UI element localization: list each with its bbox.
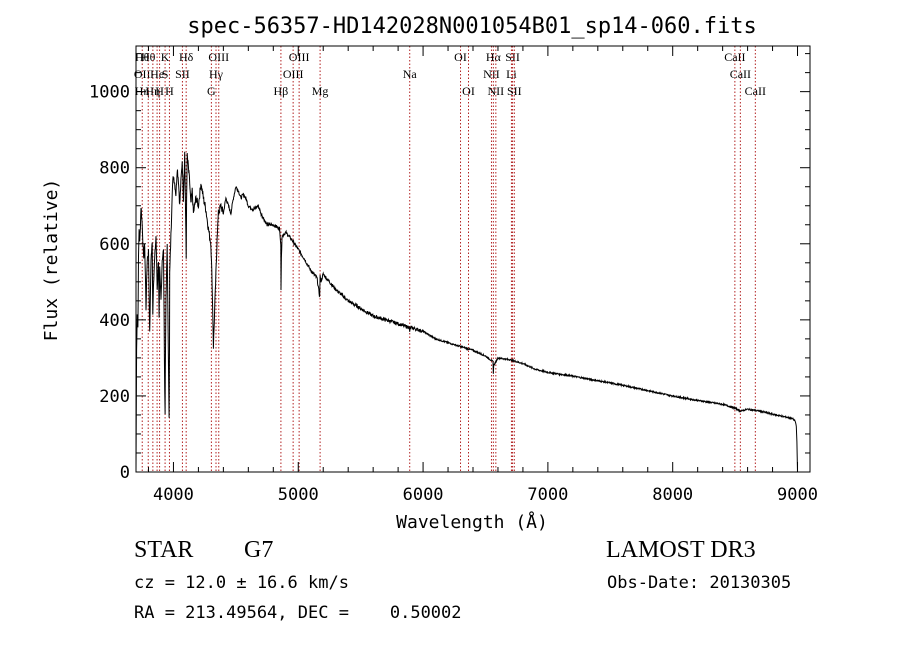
y-tick-label-600: 600 bbox=[99, 235, 130, 255]
spectrum-line bbox=[135, 151, 798, 473]
x-tick-label-6000: 6000 bbox=[403, 485, 444, 505]
plot-frame bbox=[135, 45, 811, 473]
class-label: STAR bbox=[134, 537, 194, 563]
x-tick-label-4000: 4000 bbox=[153, 485, 194, 505]
line-label-10-mid: Hγ bbox=[209, 67, 224, 81]
obs-date-text: Obs-Date: 20130305 bbox=[607, 573, 792, 593]
line-label-3-mid: He bbox=[150, 67, 164, 81]
line-label-20-top: Hα bbox=[486, 50, 502, 64]
line-label-21-bot: NII bbox=[488, 84, 505, 98]
line-label-26-mid: CaII bbox=[730, 67, 751, 81]
y-tick-label-1000: 1000 bbox=[89, 83, 130, 103]
chart-title: spec-56357-HD142028N001054B01_sp14-060.f… bbox=[187, 14, 757, 39]
line-label-6-bot: H bbox=[165, 84, 174, 98]
line-label-12-bot: Hβ bbox=[274, 84, 289, 98]
line-label-7-mid: SII bbox=[175, 67, 190, 81]
y-tick-label-800: 800 bbox=[99, 159, 130, 179]
line-label-22-mid: Li bbox=[506, 67, 517, 81]
x-axis-label: Wavelength (Å) bbox=[396, 511, 548, 533]
line-label-15-bot: Mg bbox=[312, 84, 329, 98]
line-label-24-bot: SII bbox=[507, 84, 522, 98]
line-label-19-mid: NII bbox=[483, 67, 500, 81]
line-label-8-top: Hδ bbox=[179, 50, 194, 64]
line-label-11-top: OIII bbox=[208, 50, 229, 64]
line-label-5-mid: S bbox=[162, 67, 169, 81]
line-label-25-top: CaII bbox=[724, 50, 745, 64]
line-label-27-bot: CaII bbox=[745, 84, 766, 98]
radec-text: RA = 213.49564, DEC = 0.50002 bbox=[134, 603, 462, 623]
line-label-0-bot: Hη bbox=[135, 84, 150, 98]
line-marker-layer: HθOIIHηHθHηHeHKSHSIIHδGHγOIIIHβOIIIOIIIM… bbox=[134, 46, 766, 472]
line-label-9-bot: G bbox=[207, 84, 216, 98]
x-tick-label-8000: 8000 bbox=[652, 485, 693, 505]
line-label-16-mid: Na bbox=[403, 67, 418, 81]
y-tick-label-0: 0 bbox=[120, 463, 130, 483]
subclass-label: G7 bbox=[244, 537, 274, 563]
x-tick-label-5000: 5000 bbox=[278, 485, 319, 505]
redshift-text: cz = 12.0 ± 16.6 km/s bbox=[134, 573, 349, 593]
line-label-17-top: OI bbox=[454, 50, 467, 64]
line-label-0-mid: OII bbox=[134, 67, 151, 81]
tick-layer: 4000 5000 6000 7000 8000 9000 0 200 400 600 800 100… bbox=[89, 46, 818, 505]
y-tick-label-200: 200 bbox=[99, 387, 130, 407]
line-label-1-top: Hθ bbox=[141, 50, 156, 64]
x-tick-label-9000: 9000 bbox=[777, 485, 818, 505]
line-label-4-bot: H bbox=[155, 84, 164, 98]
y-tick-label-400: 400 bbox=[99, 311, 130, 331]
line-label-23-top: SII bbox=[505, 50, 520, 64]
survey-label: LAMOST DR3 bbox=[606, 537, 756, 563]
line-label-2-bot: Hη bbox=[145, 84, 160, 98]
line-label-18-bot: OI bbox=[462, 84, 475, 98]
line-label-14-top: OIII bbox=[289, 50, 310, 64]
x-tick-label-7000: 7000 bbox=[527, 485, 568, 505]
line-label-5-top: K bbox=[161, 50, 170, 64]
spectrum-layer bbox=[135, 151, 798, 473]
y-axis-label: Flux (relative) bbox=[41, 179, 62, 342]
line-label-13-mid: OIII bbox=[283, 67, 304, 81]
